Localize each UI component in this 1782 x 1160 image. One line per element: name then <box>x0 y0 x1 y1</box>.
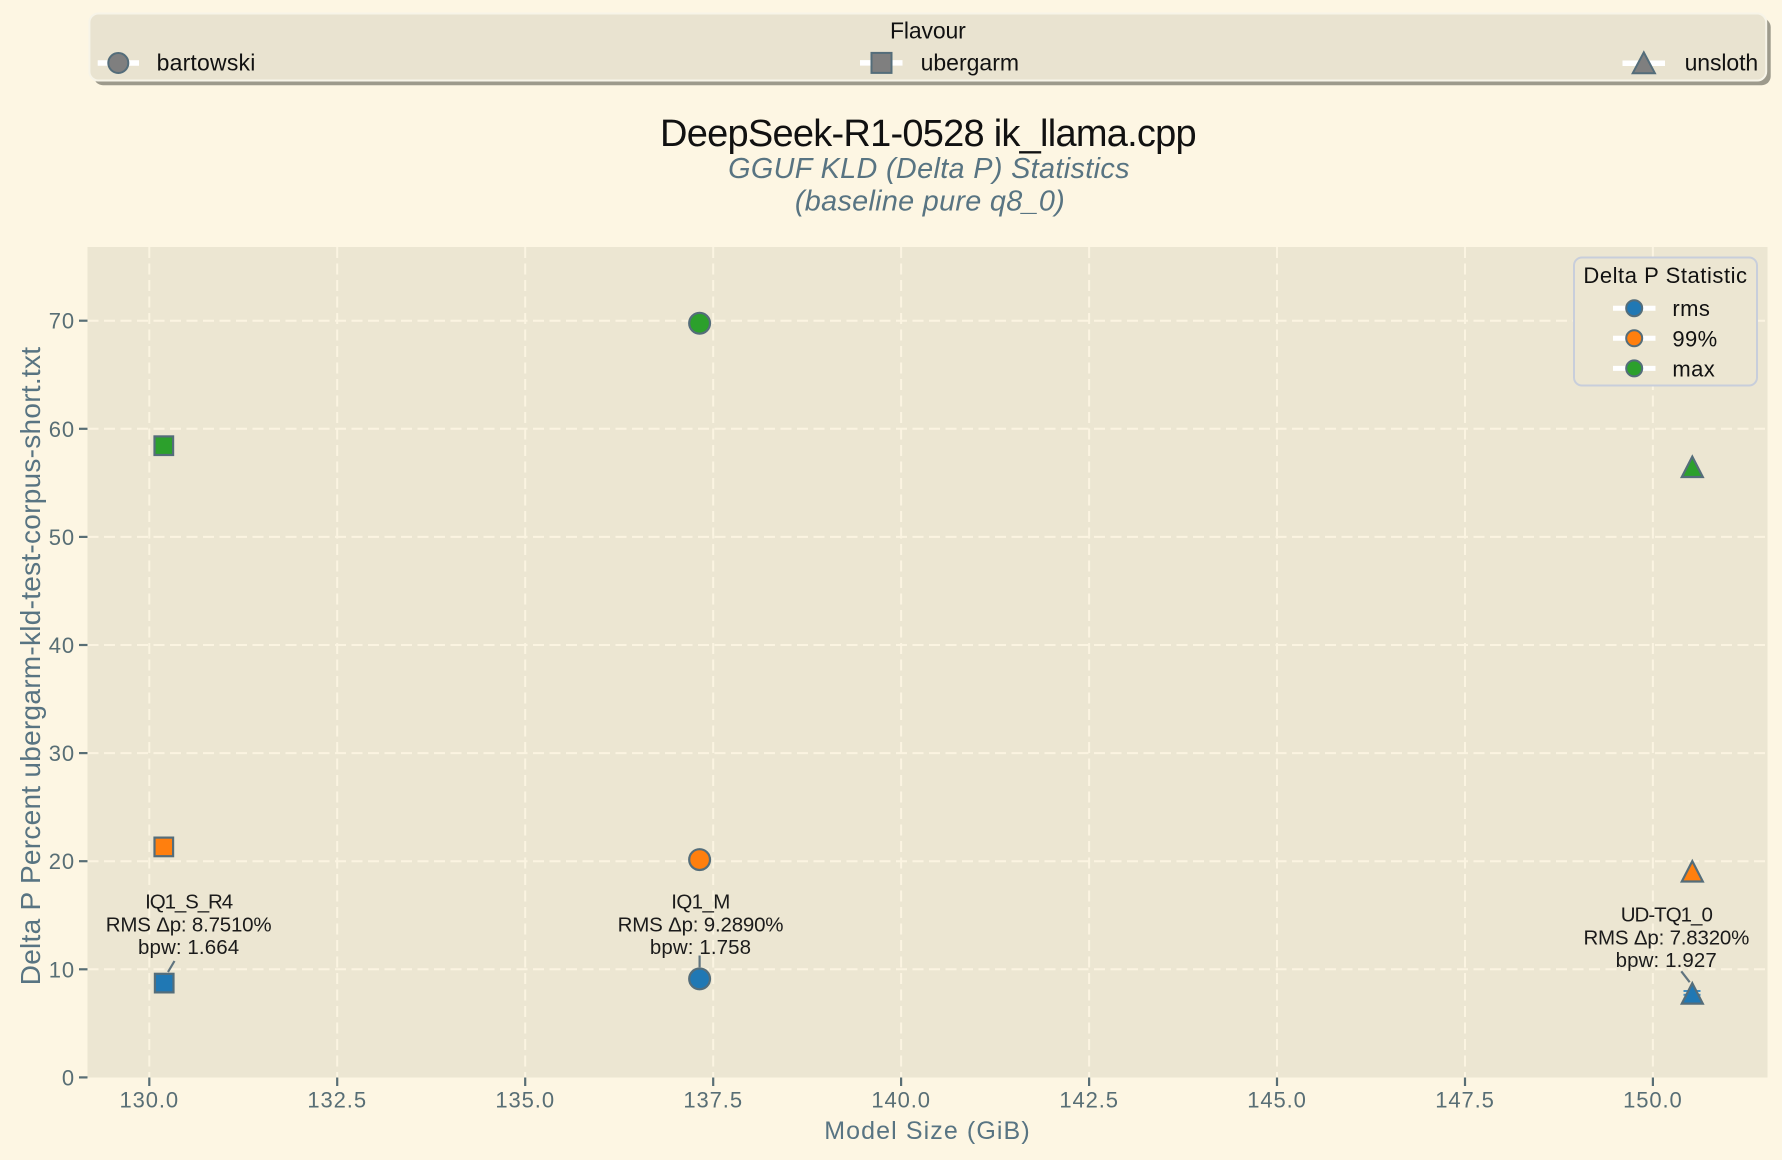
svg-text:99%: 99% <box>1672 326 1717 351</box>
svg-text:40: 40 <box>49 633 75 658</box>
svg-text:(baseline pure q8_0): (baseline pure q8_0) <box>795 186 1065 218</box>
svg-text:20: 20 <box>49 849 75 874</box>
svg-text:137.5: 137.5 <box>683 1088 743 1113</box>
svg-text:Flavour: Flavour <box>890 18 966 44</box>
svg-text:DeepSeek-R1-0528 ik_llama.cpp: DeepSeek-R1-0528 ik_llama.cpp <box>660 113 1196 155</box>
svg-text:max: max <box>1672 356 1715 381</box>
svg-text:GGUF KLD (Delta P) Statistics: GGUF KLD (Delta P) Statistics <box>728 153 1130 185</box>
svg-text:rms: rms <box>1672 296 1710 321</box>
svg-text:147.5: 147.5 <box>1435 1088 1495 1113</box>
svg-text:bartowski: bartowski <box>157 50 256 76</box>
svg-text:10: 10 <box>49 957 75 982</box>
svg-text:bpw: 1.664: bpw: 1.664 <box>138 936 239 959</box>
svg-text:Delta P Percent ubergarm-kld-t: Delta P Percent ubergarm-kld-test-corpus… <box>15 347 46 986</box>
svg-text:IQ1_M: IQ1_M <box>671 891 730 914</box>
svg-text:132.5: 132.5 <box>307 1088 367 1113</box>
svg-text:ubergarm: ubergarm <box>921 50 1019 76</box>
svg-text:unsloth: unsloth <box>1685 50 1758 76</box>
svg-text:150.0: 150.0 <box>1623 1088 1683 1113</box>
svg-text:70: 70 <box>49 309 75 334</box>
svg-text:60: 60 <box>49 417 75 442</box>
svg-text:Model Size (GiB): Model Size (GiB) <box>824 1117 1031 1145</box>
svg-text:50: 50 <box>49 525 75 550</box>
svg-text:0: 0 <box>62 1065 75 1090</box>
svg-text:RMS Δp: 7.8320%: RMS Δp: 7.8320% <box>1583 926 1749 949</box>
svg-text:140.0: 140.0 <box>871 1088 931 1113</box>
svg-text:130.0: 130.0 <box>120 1088 180 1113</box>
svg-text:UD-TQ1_0: UD-TQ1_0 <box>1621 904 1713 927</box>
svg-text:IQ1_S_R4: IQ1_S_R4 <box>145 891 233 914</box>
svg-text:30: 30 <box>49 741 75 766</box>
svg-text:142.5: 142.5 <box>1059 1088 1119 1113</box>
svg-text:Delta P Statistic: Delta P Statistic <box>1583 263 1747 288</box>
svg-text:145.0: 145.0 <box>1247 1088 1307 1113</box>
svg-text:RMS Δp: 9.2890%: RMS Δp: 9.2890% <box>618 913 784 936</box>
svg-text:bpw: 1.927: bpw: 1.927 <box>1616 949 1717 972</box>
svg-text:RMS Δp: 8.7510%: RMS Δp: 8.7510% <box>106 913 272 936</box>
svg-text:bpw: 1.758: bpw: 1.758 <box>650 936 751 959</box>
svg-text:135.0: 135.0 <box>495 1088 555 1113</box>
